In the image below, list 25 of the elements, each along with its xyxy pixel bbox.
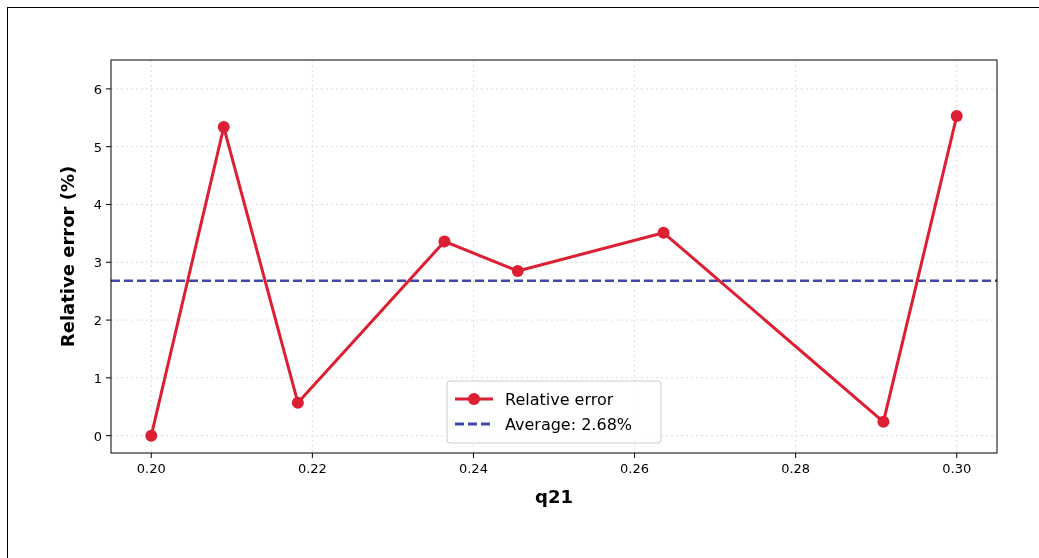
x-axis-title: q21 — [535, 486, 573, 507]
point — [511, 264, 524, 277]
point — [877, 415, 890, 428]
x-tick-label: 0.26 — [620, 461, 650, 476]
y-tick-label: 0 — [93, 428, 102, 444]
point — [217, 121, 230, 134]
point — [438, 235, 451, 248]
legend-label: Average: 2.68% — [505, 415, 633, 434]
point — [950, 110, 963, 123]
y-tick-label: 2 — [93, 313, 102, 329]
y-tick-label: 6 — [93, 81, 102, 97]
x-tick-label: 0.22 — [297, 461, 327, 476]
point — [145, 429, 158, 442]
point — [291, 396, 304, 409]
legend-label: Relative error — [505, 390, 614, 409]
y-tick-label: 4 — [93, 197, 102, 213]
y-axis-title: Relative error (%) — [57, 165, 78, 348]
point — [657, 226, 670, 239]
x-tick-label: 0.30 — [942, 461, 972, 476]
x-tick-label: 0.24 — [458, 461, 488, 476]
y-tick-label: 5 — [93, 139, 102, 155]
y-tick-label: 1 — [93, 370, 102, 386]
x-tick-label: 0.20 — [136, 461, 166, 476]
x-tick-label: 0.28 — [781, 461, 811, 476]
y-tick-label: 3 — [93, 255, 102, 271]
